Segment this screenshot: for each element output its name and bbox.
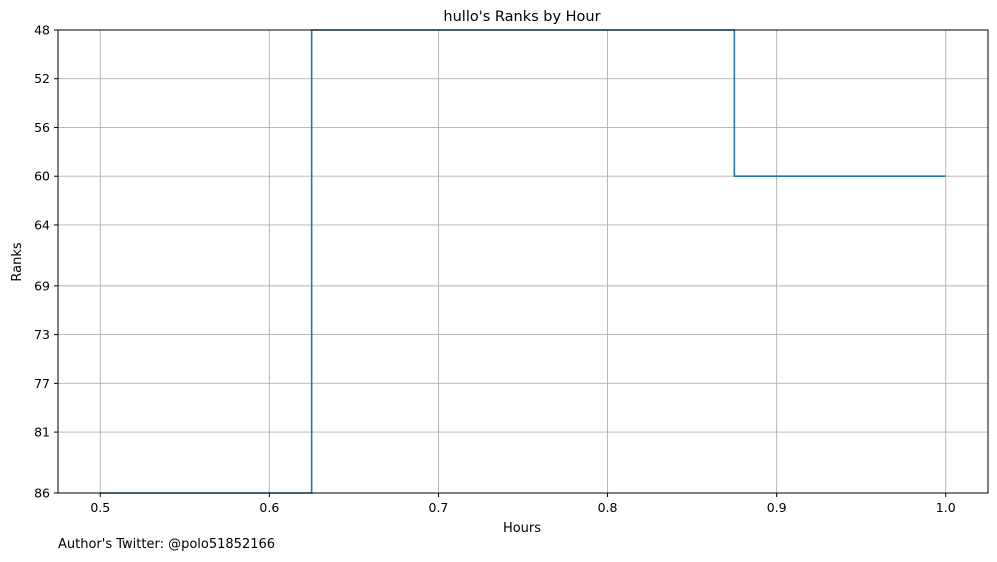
grid-lines bbox=[58, 29, 988, 494]
x-tick-label: 0.9 bbox=[767, 500, 787, 515]
plot-frame bbox=[57, 29, 989, 494]
y-tick-label: 69 bbox=[34, 278, 50, 293]
y-tick-label: 52 bbox=[34, 71, 50, 86]
y-tick-label: 77 bbox=[34, 376, 50, 391]
y-tick-label: 86 bbox=[34, 486, 50, 501]
x-tick-label: 1.0 bbox=[936, 500, 956, 515]
y-tick-label: 48 bbox=[34, 23, 50, 38]
y-tick-label: 73 bbox=[34, 327, 50, 342]
chart-title: hullo's Ranks by Hour bbox=[443, 9, 600, 25]
rank-step-line bbox=[100, 29, 946, 494]
y-axis-label: Ranks bbox=[10, 242, 25, 281]
x-axis-label: Hours bbox=[503, 521, 541, 536]
author-credit: Author's Twitter: @polo51852166 bbox=[58, 537, 276, 552]
y-axis-ticks: 48 52 56 60 64 69 73 77 81 86 bbox=[34, 23, 58, 501]
x-tick-label: 0.7 bbox=[429, 500, 449, 515]
y-tick-label: 64 bbox=[34, 217, 50, 232]
x-tick-label: 0.8 bbox=[598, 500, 618, 515]
x-tick-label: 0.6 bbox=[259, 500, 279, 515]
y-tick-label: 56 bbox=[34, 120, 50, 135]
x-tick-label: 0.5 bbox=[90, 500, 110, 515]
x-axis-ticks: 0.5 0.6 0.7 0.8 0.9 1.0 bbox=[90, 493, 956, 515]
y-tick-label: 60 bbox=[34, 169, 50, 184]
y-tick-label: 81 bbox=[34, 425, 50, 440]
